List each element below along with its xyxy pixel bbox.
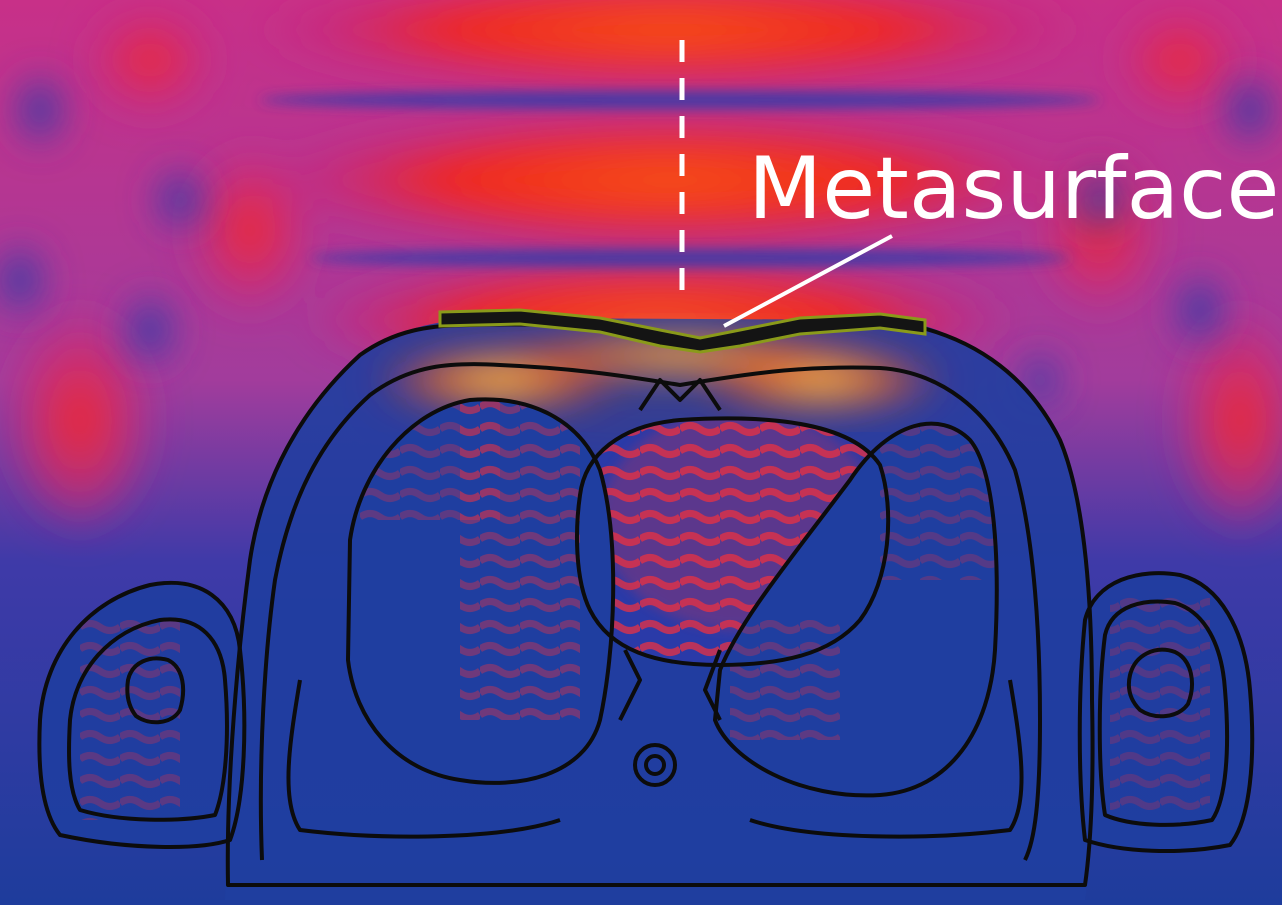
near-field-glow [370, 330, 950, 415]
left-humerus-outline [125, 656, 186, 725]
back-muscle-outline [286, 679, 1024, 839]
mediastinum-outline [618, 378, 722, 721]
right-arm-outline [1077, 571, 1255, 853]
field-lobes [0, 0, 1282, 540]
right-lung-outline [713, 421, 999, 798]
metasurface-label: Metasurface [748, 139, 1279, 239]
metasurface-element [438, 308, 927, 354]
left-lung-outline [346, 397, 616, 785]
left-arm-outline [37, 580, 247, 849]
left-arm-inner-outline [67, 617, 229, 822]
spine-canal [644, 754, 666, 776]
torso-inner-outline [258, 362, 1042, 861]
heart-outline [575, 416, 891, 667]
cold-spots [0, 70, 1280, 410]
annotation-leader [723, 234, 893, 328]
spine-outline [633, 743, 677, 787]
right-arm-inner-outline [1097, 599, 1230, 827]
right-humerus-outline [1126, 647, 1194, 719]
